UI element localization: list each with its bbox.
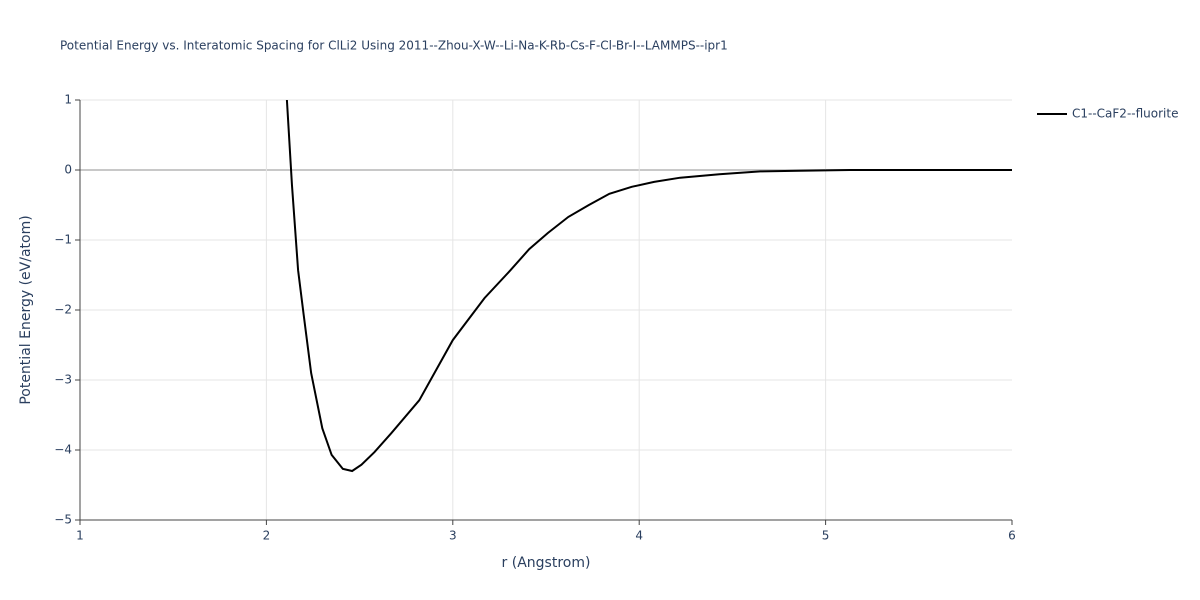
x-tick-label: 2 <box>263 529 271 543</box>
y-tick-label: −2 <box>54 303 72 317</box>
y-tick-label: −3 <box>54 373 72 387</box>
chart-title: Potential Energy vs. Interatomic Spacing… <box>60 39 728 53</box>
y-tick-label: −1 <box>54 233 72 247</box>
x-tick-label: 6 <box>1008 529 1016 543</box>
y-tick-label: 0 <box>64 163 72 177</box>
y-tick-label: −4 <box>54 443 72 457</box>
x-tick-label: 3 <box>449 529 457 543</box>
x-axis-label: r (Angstrom) <box>502 555 591 571</box>
x-tick-label: 1 <box>76 529 84 543</box>
y-axis-label: Potential Energy (eV/atom) <box>18 215 34 404</box>
x-tick-label: 5 <box>822 529 830 543</box>
y-tick-label: −5 <box>54 513 72 527</box>
y-tick-label: 1 <box>64 93 72 107</box>
legend-label: C1--CaF2--fluorite <box>1072 107 1178 121</box>
x-tick-label: 4 <box>635 529 643 543</box>
series-line <box>285 100 1012 473</box>
